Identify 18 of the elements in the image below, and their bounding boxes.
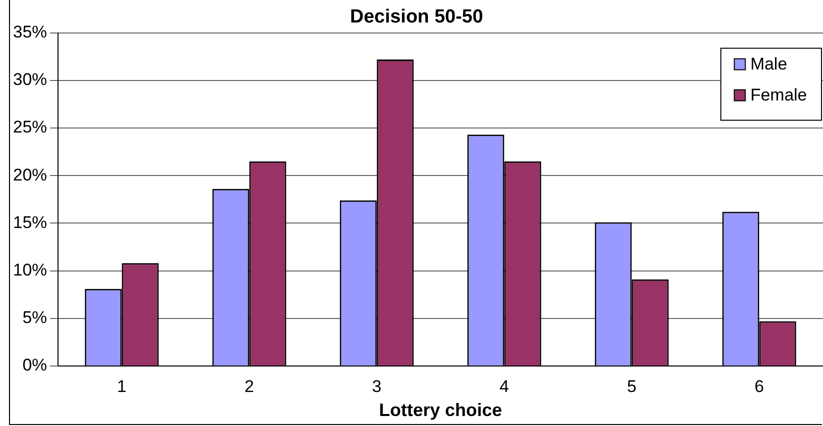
- y-tick-label: 25%: [12, 118, 48, 137]
- x-axis-title: Lottery choice: [378, 400, 502, 420]
- y-tick-label: 35%: [12, 22, 48, 42]
- x-tick-label: 6: [754, 376, 764, 396]
- chart-title: Decision 50-50: [350, 6, 484, 28]
- x-tick-label: 1: [117, 376, 127, 396]
- x-tick-label: 2: [244, 376, 254, 396]
- x-tick-label: 5: [627, 376, 636, 396]
- y-tick-label: 10%: [12, 260, 48, 280]
- legend-label: Male: [750, 54, 788, 74]
- x-tick-label: 3: [372, 376, 382, 396]
- x-tick-label: 4: [500, 376, 509, 396]
- y-tick-label: 20%: [12, 165, 48, 184]
- y-tick-label: 30%: [12, 70, 48, 90]
- y-tick-label: 0%: [22, 356, 48, 375]
- y-tick-label: 5%: [22, 308, 48, 328]
- legend-label: Female: [750, 85, 807, 104]
- y-tick-label: 15%: [12, 212, 48, 232]
